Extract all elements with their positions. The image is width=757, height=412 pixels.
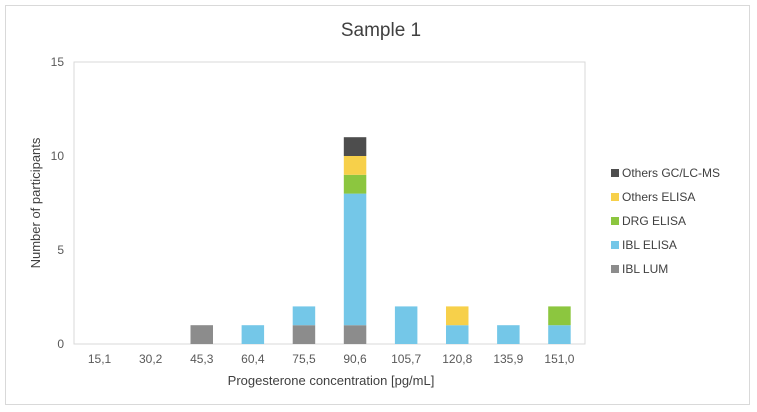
legend-swatch	[611, 169, 619, 177]
x-tick-label: 30,2	[139, 352, 163, 366]
legend-label: IBL LUM	[622, 262, 668, 276]
y-tick-label: 0	[57, 337, 64, 351]
x-tick-label: 105,7	[391, 352, 421, 366]
bar-segment	[394, 306, 418, 344]
bar-segment	[190, 325, 213, 344]
legend-label: IBL ELISA	[622, 238, 677, 252]
bar-segment	[548, 306, 571, 326]
legend-label: Others ELISA	[622, 190, 695, 204]
bars	[190, 137, 571, 344]
bar-segment	[292, 306, 316, 326]
y-axis-ticks: 0 5 10 15	[51, 55, 65, 351]
x-tick-label: 15,1	[88, 352, 112, 366]
y-axis-label: Number of participants	[28, 137, 43, 268]
legend-label: DRG ELISA	[622, 214, 686, 228]
x-tick-label: 135,9	[493, 352, 523, 366]
legend-swatch	[611, 241, 619, 249]
legend-label: Others GC/LC-MS	[622, 166, 720, 180]
x-tick-label: 45,3	[190, 352, 214, 366]
legend: Others GC/LC-MS Others ELISA DRG ELISA IBL …	[611, 166, 720, 276]
bar-segment	[446, 325, 469, 344]
x-tick-label: 151,0	[544, 352, 574, 366]
x-tick-label: 75,5	[292, 352, 316, 366]
bar-segment	[446, 306, 469, 326]
legend-swatch	[611, 193, 619, 201]
y-tick-label: 5	[57, 243, 64, 257]
legend-swatch	[611, 265, 619, 273]
bar-segment	[292, 325, 316, 344]
legend-swatch	[611, 217, 619, 225]
y-tick-label: 15	[51, 55, 65, 69]
x-axis-label: Progesterone concentration [pg/mL]	[228, 373, 435, 388]
chart-title: Sample 1	[341, 20, 421, 41]
bar-segment	[241, 325, 265, 344]
plot-area	[73, 61, 586, 345]
x-tick-label: 90,6	[343, 352, 367, 366]
chart-frame	[5, 5, 750, 405]
bar-segment	[548, 325, 571, 344]
bar-segment	[343, 156, 367, 175]
y-tick-label: 10	[51, 149, 65, 163]
bar-segment	[343, 325, 367, 344]
x-tick-label: 120,8	[442, 352, 472, 366]
bar-segment	[497, 325, 520, 344]
x-tick-label: 60,4	[241, 352, 265, 366]
bar-segment	[343, 137, 367, 156]
bar-segment	[343, 193, 367, 326]
bar-segment	[343, 174, 367, 194]
x-axis-ticks: 15,1 30,2 45,3 60,4 75,5 90,6 105,7 120,8 135,9 1…	[88, 352, 575, 366]
